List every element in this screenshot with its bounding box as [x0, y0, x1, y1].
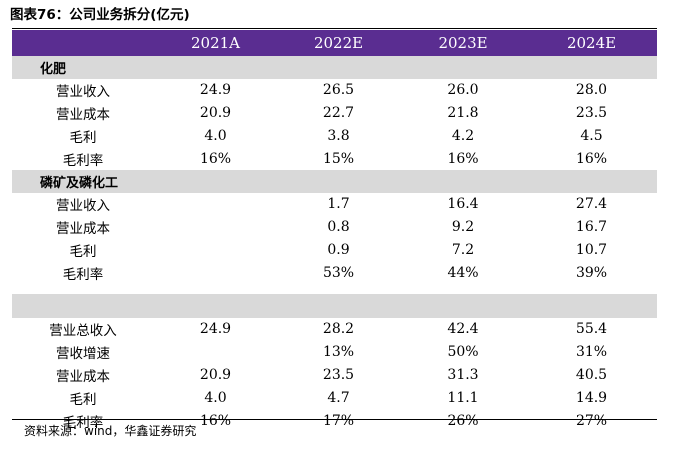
row-label: 毛利率 [62, 266, 104, 283]
table-cell: 26% [447, 412, 479, 429]
table-row: 营业成本 20.9 22.7 21.8 23.5 [12, 102, 657, 125]
table-row: 营业成本 0.8 9.2 16.7 [12, 216, 657, 239]
table-row: 毛利 4.0 3.8 4.2 4.5 [12, 124, 657, 147]
figure-title: 图表76：公司业务拆分(亿元) [10, 7, 190, 23]
row-label: 毛利率 [62, 414, 104, 431]
table-cell [154, 341, 277, 364]
table-cell: 22.7 [322, 104, 355, 121]
table-cell: 55.4 [575, 321, 608, 338]
table-cell: 23.5 [322, 366, 355, 383]
table-row: 营业总收入 24.9 28.2 42.4 55.4 [12, 318, 657, 341]
source-note: 资料来源：wind，华鑫证券研究 [24, 424, 197, 438]
table-cell: 4.5 [580, 127, 603, 144]
table-cell: 16% [199, 412, 232, 429]
column-header: 2023E [400, 30, 526, 56]
table-row: 毛利 0.9 7.2 10.7 [12, 238, 657, 261]
table-row: 毛利率 16% 15% 16% 16% [12, 147, 657, 170]
table-bottom-divider [12, 419, 657, 420]
table-cell [154, 238, 277, 261]
header-row: 2021A 2022E 2023E 2024E [12, 30, 657, 56]
table-cell: 44% [447, 264, 479, 281]
table-cell: 26.0 [447, 82, 479, 99]
table-row: 营业成本 20.9 23.5 31.3 40.5 [12, 364, 657, 387]
table-cell: 15% [322, 150, 355, 167]
section-row-phosphate: 磷矿及磷化工 [12, 169, 657, 193]
table-cell: 10.7 [575, 241, 608, 258]
table-cell: 16% [447, 150, 479, 167]
table-cell: 24.9 [199, 82, 232, 99]
table-row: 营业收入 1.7 16.4 27.4 [12, 193, 657, 216]
table-cell: 28.2 [322, 321, 355, 338]
table-cell: 20.9 [199, 366, 232, 383]
section-row-fertilizer: 化肥 [12, 56, 657, 79]
row-label: 营收增速 [56, 346, 110, 363]
section-label [12, 293, 657, 318]
table-cell: 28.0 [575, 82, 608, 99]
table-cell: 16.4 [447, 196, 479, 213]
table-cell: 27% [575, 412, 608, 429]
table-cell: 9.2 [451, 218, 475, 235]
section-label: 化肥 [12, 56, 657, 79]
table-cell: 16% [199, 150, 232, 167]
table-cell [154, 193, 277, 216]
table-cell: 4.2 [451, 127, 475, 144]
table-row: 营业收入 24.9 26.5 26.0 28.0 [12, 79, 657, 102]
row-label: 毛利率 [62, 152, 104, 169]
column-header: 2024E [526, 30, 657, 56]
table-cell: 4.0 [204, 127, 227, 144]
table-cell: 26.5 [322, 82, 355, 99]
table-cell [154, 261, 277, 284]
table-cell: 39% [575, 264, 608, 281]
table-cell: 16% [575, 150, 608, 167]
table-cell: 24.9 [199, 321, 232, 338]
table-cell: 11.1 [447, 389, 479, 406]
column-header: 2022E [277, 30, 400, 56]
table-cell: 50% [447, 344, 479, 361]
table-cell: 21.8 [447, 104, 479, 121]
table-cell: 27.4 [575, 196, 608, 213]
table-cell: 17% [322, 412, 355, 429]
table-cell: 4.0 [204, 389, 227, 406]
table-cell: 1.7 [327, 196, 350, 213]
table-cell: 31.3 [447, 366, 479, 383]
header-corner [12, 30, 154, 56]
title-divider [12, 28, 657, 29]
table-cell: 0.8 [327, 218, 350, 235]
row-label: 营业成本 [56, 106, 110, 123]
table-row: 营收增速 13% 50% 31% [12, 341, 657, 364]
section-label: 磷矿及磷化工 [12, 169, 657, 193]
table-cell: 31% [575, 344, 608, 361]
row-label: 毛利 [69, 243, 97, 260]
table-cell: 13% [322, 344, 355, 361]
table-cell: 7.2 [451, 241, 475, 258]
row-label: 营业收入 [56, 198, 110, 215]
table-cell: 20.9 [199, 104, 232, 121]
table-cell: 3.8 [327, 127, 350, 144]
row-label: 营业总收入 [49, 323, 117, 340]
table-row: 毛利率 16% 17% 26% 27% [12, 409, 657, 432]
table-cell: 53% [322, 264, 355, 281]
table-cell: 23.5 [575, 104, 608, 121]
business-breakdown-table: 2021A 2022E 2023E 2024E 化肥 营业收入 24.9 26.… [12, 30, 657, 432]
row-label: 营业成本 [56, 368, 110, 385]
table-cell: 42.4 [447, 321, 479, 338]
table-cell [154, 216, 277, 239]
table-cell: 40.5 [575, 366, 608, 383]
row-label: 营业收入 [56, 84, 110, 101]
table-cell: 16.7 [575, 218, 608, 235]
row-label: 毛利 [69, 391, 97, 408]
row-label: 毛利 [69, 129, 97, 146]
spacer-row [12, 284, 657, 294]
table-cell: 14.9 [575, 389, 608, 406]
table-row: 毛利率 53% 44% 39% [12, 261, 657, 284]
section-row-total [12, 293, 657, 318]
table-cell: 0.9 [327, 241, 350, 258]
table-cell: 4.7 [327, 389, 350, 406]
row-label: 营业成本 [56, 220, 110, 237]
column-header: 2021A [154, 30, 277, 56]
table-row: 毛利 4.0 4.7 11.1 14.9 [12, 386, 657, 409]
